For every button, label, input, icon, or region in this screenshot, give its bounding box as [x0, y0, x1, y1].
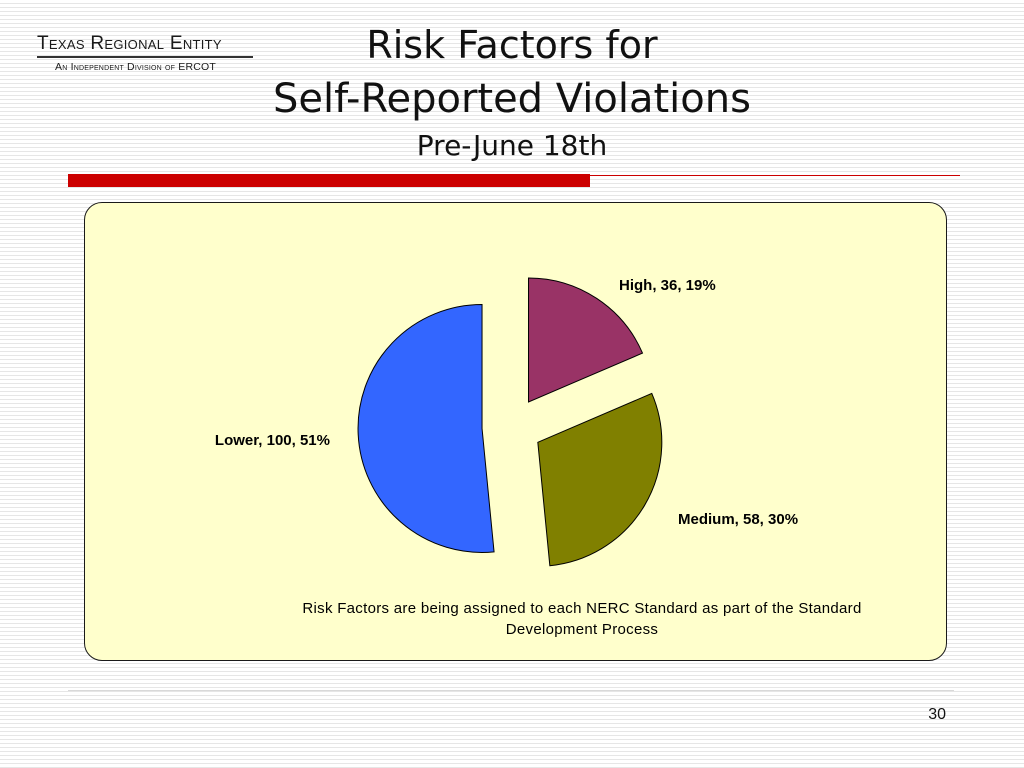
chart-note: Risk Factors are being assigned to each …: [302, 600, 862, 638]
logo: Texas Regional Entity An Independent Div…: [37, 33, 253, 73]
slide-title-line1: Risk Factors for: [366, 23, 658, 67]
slide-title-line2: Self-Reported Violations: [273, 76, 751, 122]
pie-label-medium: Medium, 58, 30%: [678, 511, 798, 528]
title-accent-bar: [68, 174, 590, 187]
pie-slice-lower: [357, 303, 495, 553]
pie-label-high: High, 36, 19%: [619, 277, 716, 294]
page-number: 30: [928, 706, 946, 723]
slide-subtitle: Pre-June 18th: [416, 129, 608, 162]
title-accent-line: [590, 175, 960, 176]
pie-slice-medium: [537, 392, 663, 567]
logo-name: Texas Regional Entity: [37, 33, 253, 58]
logo-subtitle: An Independent Division of ERCOT: [55, 61, 216, 73]
pie-slice-high: [528, 277, 644, 403]
chart-panel: [84, 202, 947, 661]
footer-rule: [68, 690, 954, 691]
pie-label-lower: Lower, 100, 51%: [215, 432, 330, 449]
